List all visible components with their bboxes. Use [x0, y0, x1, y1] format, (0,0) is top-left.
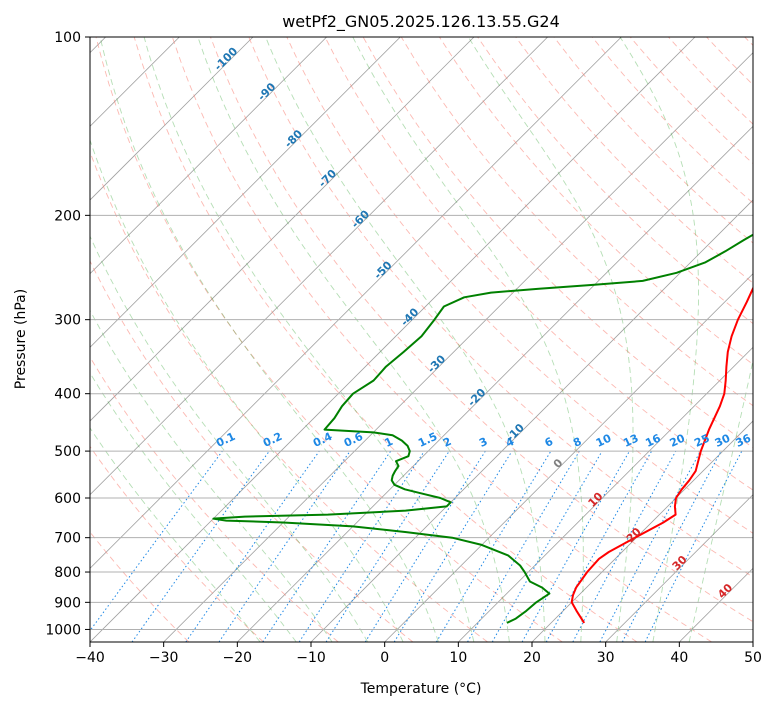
isotherm-line	[163, 52, 753, 642]
y-tick-label: 700	[54, 531, 81, 547]
moist-adiabat-line	[197, 37, 510, 642]
moist-adiabat-line	[467, 37, 634, 642]
mixing-ratio-label: 36	[734, 431, 754, 449]
x-tick-label: 50	[744, 650, 762, 666]
moist-adiabat-line	[90, 427, 261, 642]
temperature-profile-line	[570, 286, 753, 624]
thermodynamic-reference-lines	[90, 37, 753, 642]
moist-adiabat-line	[90, 235, 369, 642]
mixing-ratio-line	[545, 450, 653, 642]
isotherm-line	[90, 37, 622, 569]
mixing-ratio-label: 25	[692, 432, 711, 450]
isotherm-line	[90, 37, 401, 348]
x-axis-ticks: −40 −30 −20 −10 0 10 20 30 40 50	[75, 642, 762, 666]
mixing-ratio-line	[131, 450, 270, 642]
x-tick-label: 0	[380, 650, 389, 666]
plot-frame	[89, 36, 754, 643]
moist-adiabat-line	[619, 37, 699, 642]
moist-adiabat-line	[688, 358, 753, 642]
x-tick-label: 30	[597, 650, 615, 666]
mixing-ratio-label: 16	[643, 431, 663, 449]
isotherm-line	[90, 37, 254, 201]
x-tick-label: −40	[75, 650, 105, 666]
moist-adiabat-line	[90, 309, 333, 642]
mixing-ratio-line	[572, 450, 677, 642]
mixing-ratio-line	[185, 450, 320, 642]
mixing-ratio-line	[262, 450, 392, 642]
mixing-ratio-label: 30	[713, 431, 733, 449]
moist-adiabat-line	[352, 37, 584, 642]
y-tick-label: 500	[54, 444, 81, 460]
mixing-ratio-line	[90, 450, 223, 632]
mixing-ratio-line	[298, 450, 425, 642]
isotherm-line	[384, 273, 753, 642]
dewpoint-profile-line	[212, 233, 753, 624]
x-axis-label: Temperature (°C)	[360, 681, 482, 697]
mixing-ratio-line	[644, 450, 743, 642]
dry-adiabat-line	[324, 37, 753, 491]
x-tick-label: 20	[523, 650, 541, 666]
profile-lines	[212, 233, 753, 624]
mixing-ratio-label: 10	[594, 431, 614, 449]
mixing-ratio-label: 20	[668, 431, 688, 449]
dry-adiabat-line	[515, 37, 753, 284]
dry-adiabat-line	[171, 37, 712, 642]
x-tick-label: −20	[223, 650, 253, 666]
y-tick-label: 600	[54, 491, 81, 507]
isotherm-line	[90, 37, 696, 642]
mixing-ratio-line	[521, 450, 630, 642]
dry-adiabat-line	[90, 445, 264, 642]
dry-adiabat-line	[90, 259, 414, 642]
mixing-ratio-label: 13	[621, 432, 640, 450]
mixing-ratio-line	[393, 450, 513, 642]
moist-adiabat-line	[143, 37, 475, 642]
y-tick-label: 100	[54, 30, 81, 46]
mixing-ratio-line	[325, 450, 450, 642]
mixing-ratio-line	[218, 450, 351, 642]
x-tick-label: −30	[149, 650, 179, 666]
isotherm-line	[531, 420, 753, 642]
y-tick-label: 1000	[45, 622, 81, 638]
isotherm-line	[90, 37, 475, 422]
x-tick-label: 40	[670, 650, 688, 666]
dry-adiabat-line	[210, 37, 753, 623]
moist-adiabat-line	[99, 37, 439, 642]
dry-adiabat-line	[133, 37, 638, 642]
dry-adiabat-line	[286, 37, 753, 534]
dry-adiabat-line	[248, 37, 753, 578]
y-axis-ticks: 1000 900 800 700 600 500 400 300 200 100	[45, 30, 90, 638]
isotherm-line	[237, 125, 753, 642]
y-tick-label: 400	[54, 387, 81, 403]
isotherm-line	[458, 346, 753, 642]
y-tick-label: 800	[54, 565, 81, 581]
pressure-gridlines	[90, 37, 753, 630]
y-tick-label: 300	[54, 313, 81, 329]
dry-adiabat-line	[90, 356, 339, 642]
x-tick-label: −10	[296, 650, 326, 666]
isotherm-line	[90, 37, 327, 275]
y-axis-label: Pressure (hPa)	[13, 289, 29, 389]
x-tick-label: 10	[449, 650, 467, 666]
dry-adiabat-line	[95, 37, 563, 642]
isotherm-line	[90, 37, 548, 496]
chart-title: wetPf2_GN05.2025.126.13.55.G24	[282, 12, 560, 32]
moist-adiabat-line	[90, 372, 297, 642]
y-tick-label: 900	[54, 595, 81, 611]
isotherm-line	[605, 494, 753, 642]
y-tick-label: 200	[54, 208, 81, 224]
